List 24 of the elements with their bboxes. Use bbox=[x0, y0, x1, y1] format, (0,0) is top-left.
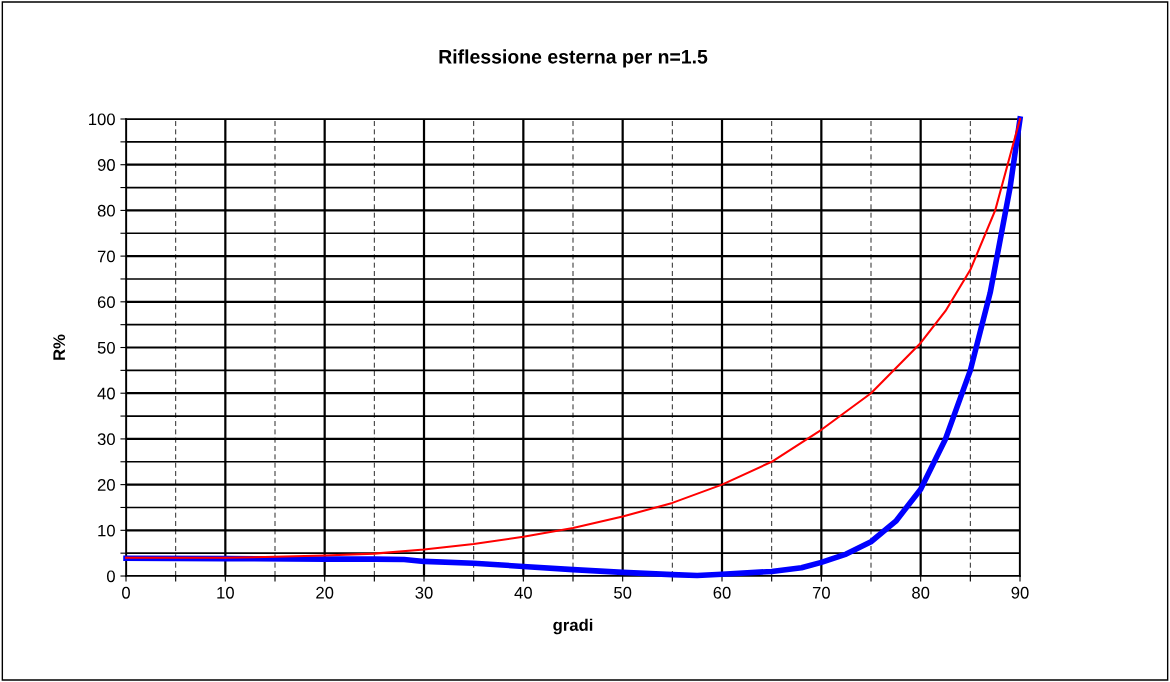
x-tick-label: 70 bbox=[812, 586, 830, 599]
y-tick-label: 60 bbox=[97, 296, 115, 309]
y-axis-title: R% bbox=[53, 334, 66, 360]
x-tick-label: 20 bbox=[316, 586, 334, 599]
chart-title: Riflessione esterna per n=1.5 bbox=[439, 49, 708, 68]
y-tick-label: 80 bbox=[97, 204, 115, 217]
x-tick-label: 30 bbox=[415, 586, 433, 599]
y-tick-label: 50 bbox=[97, 341, 115, 354]
x-tick-label: 60 bbox=[713, 586, 731, 599]
y-tick-label: 70 bbox=[97, 250, 115, 263]
y-tick-label: 100 bbox=[89, 113, 115, 126]
x-axis-title: gradi bbox=[553, 618, 593, 635]
x-tick-label: 90 bbox=[1011, 586, 1029, 599]
y-tick-label: 30 bbox=[97, 433, 115, 446]
y-tick-label: 90 bbox=[97, 159, 115, 171]
x-tick-label: 50 bbox=[614, 586, 632, 599]
y-tick-label: 0 bbox=[106, 570, 115, 583]
x-tick-label: 80 bbox=[912, 586, 930, 599]
y-tick-label: 20 bbox=[97, 479, 115, 491]
y-tick-label: 10 bbox=[98, 524, 115, 537]
y-tick-label: 40 bbox=[97, 387, 115, 400]
x-tick-label: 40 bbox=[514, 586, 532, 599]
x-tick-label: 10 bbox=[217, 586, 234, 599]
x-tick-label: 0 bbox=[122, 586, 130, 599]
